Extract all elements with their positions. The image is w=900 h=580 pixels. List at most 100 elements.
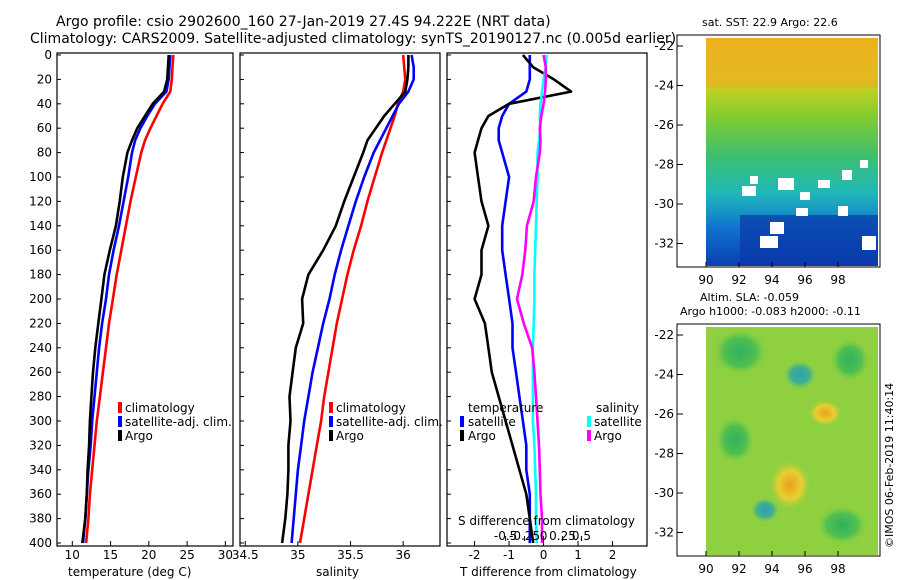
- temperature-panel: 10 15 20 25 30 temperature (deg C) climatolo…: [56, 52, 234, 579]
- temperature-plot-frame: [56, 52, 234, 547]
- sst-lon-label-1: 92: [731, 273, 746, 287]
- temperature-ticks: 10 15 20 25 30: [57, 54, 233, 562]
- diff-series-1: [473, 54, 573, 544]
- salinity-series: [280, 54, 416, 544]
- sla-blob-5: [715, 416, 755, 464]
- legend-swatch-sal-satellite: [587, 416, 591, 427]
- sst-map-title: sat. SST: 22.9 Argo: 22.6: [702, 16, 838, 29]
- sst-cloud-mask: [742, 160, 876, 250]
- sst-map-warm-patch: [706, 38, 878, 88]
- sla-lat-label-3: -28: [654, 447, 674, 461]
- legend-swatch-argo-2: [329, 430, 333, 441]
- diff-series-2: [531, 54, 548, 544]
- legend-sal-satellite: satellite: [594, 415, 642, 429]
- sla-lon-label-3: 96: [797, 562, 812, 576]
- depth-tick-label-280: 280: [29, 390, 52, 404]
- depth-tick-label-60: 60: [37, 121, 52, 135]
- sla-lon-label-2: 94: [764, 562, 779, 576]
- sla-blob-1: [768, 459, 812, 511]
- temp-series-2: [81, 54, 170, 544]
- sla-lon-label-0: 90: [698, 562, 713, 576]
- sst-lon-label-3: 96: [797, 273, 812, 287]
- depth-tick-label-340: 340: [29, 463, 52, 477]
- temp-xtick-label-2: 20: [141, 548, 156, 562]
- depth-axis: 0 20 40 60 80 100 120 140 160 180 200 220 240 260 280 3…: [29, 48, 52, 550]
- difference-axis-label: T difference from climatology: [459, 565, 637, 579]
- legend-swatch-argo: [118, 430, 122, 441]
- sal-xtick-label-1: 35: [290, 548, 305, 562]
- difference-panel: -2 -1 0 1 2 T difference from climatology S …: [446, 52, 648, 579]
- diff-xtick-label-1: -1: [503, 548, 515, 562]
- title-line2: Climatology: CARS2009. Satellite-adjuste…: [30, 31, 676, 47]
- temp-xtick-label-4: 30: [218, 548, 233, 562]
- legend-temp-argo: Argo: [468, 429, 496, 443]
- sst-lat-label-1: -24: [654, 79, 674, 93]
- diff-xtick-label-3: 1: [574, 548, 582, 562]
- sla-lat-label-5: -32: [654, 526, 674, 540]
- legend-swatch-temp-argo: [460, 430, 464, 441]
- s-tick-label-3: 0.25: [549, 529, 576, 543]
- sst-lon-label-4: 98: [830, 273, 845, 287]
- difference-series: [473, 54, 573, 544]
- sst-lat-label-2: -26: [654, 118, 674, 132]
- sal-xtick-label-3: 36: [396, 548, 411, 562]
- legend-swatch-climatology-2: [329, 402, 333, 413]
- depth-tick-label-260: 260: [29, 365, 52, 379]
- legend-swatch-temp-satellite: [460, 416, 464, 427]
- depth-tick-label-200: 200: [29, 292, 52, 306]
- sal-xtick-label-0: 34.5: [232, 548, 259, 562]
- legend-salinity-head: salinity: [596, 401, 639, 415]
- sla-blob-2: [807, 399, 843, 427]
- sst-lat-label-5: -32: [654, 237, 674, 251]
- sst-lat-label-0: -22: [654, 39, 674, 53]
- temperature-axis-label: temperature (deg C): [68, 565, 191, 579]
- sla-map-panel: Altim. SLA: -0.059 Argo h1000: -0.083 h2…: [654, 291, 881, 576]
- salinity-panel: 34.5 35 35.5 36 salinity climatology satell…: [232, 52, 443, 579]
- sla-blob-3: [712, 328, 768, 376]
- sla-lat-label-1: -24: [654, 368, 674, 382]
- temp-xtick-label-0: 10: [65, 548, 80, 562]
- depth-tick-label-100: 100: [29, 170, 52, 184]
- title-line1: Argo profile: csio 2902600_160 27-Jan-20…: [56, 14, 551, 30]
- depth-tick-label-180: 180: [29, 268, 52, 282]
- difference-ticks: -2 -1 0 1 2: [447, 54, 617, 562]
- sla-blob-8: [751, 498, 779, 522]
- temp-series-1: [81, 54, 172, 544]
- sla-map-title-2: Argo h1000: -0.083 h2000: -0.11: [680, 305, 861, 318]
- legend-swatch-satellite-adj-2: [329, 416, 333, 427]
- legend-temp-satellite: satellite: [468, 415, 516, 429]
- diff-xtick-label-2: 0: [540, 548, 548, 562]
- depth-tick-label-20: 20: [37, 72, 52, 86]
- sla-lat-label-4: -30: [654, 486, 674, 500]
- legend-sal-argo: Argo: [594, 429, 622, 443]
- sst-lon-label-2: 94: [764, 273, 779, 287]
- s-difference-ticks: -0.5-0.25 0 0.250.5: [494, 529, 591, 543]
- temperature-series: [81, 54, 175, 544]
- sla-map-axes: -22 -24 -26 -28 -30 -32 90 92 94 96 98: [654, 328, 845, 576]
- sal-series-1: [290, 54, 416, 544]
- sla-lon-label-4: 98: [830, 562, 845, 576]
- s-tick-label-1: -0.25: [509, 529, 540, 543]
- legend-swatch-satellite-adj: [118, 416, 122, 427]
- legend-argo: Argo: [125, 429, 153, 443]
- salinity-ticks: 34.5 35 35.5 36: [232, 54, 411, 562]
- sst-lat-label-3: -28: [654, 158, 674, 172]
- sst-lat-label-4: -30: [654, 197, 674, 211]
- legend-swatch-climatology: [118, 402, 122, 413]
- legend-satellite-adj: satellite-adj. clim.: [125, 415, 232, 429]
- sla-map-title-1: Altim. SLA: -0.059: [700, 291, 799, 304]
- depth-tick-label-160: 160: [29, 243, 52, 257]
- depth-tick-label-400: 400: [29, 536, 52, 550]
- diff-xtick-label-4: 2: [609, 548, 617, 562]
- legend-climatology: climatology: [125, 401, 195, 415]
- difference-plot-frame: [446, 52, 648, 547]
- diff-series-3: [515, 54, 548, 543]
- depth-tick-label-40: 40: [37, 97, 52, 111]
- depth-tick-label-140: 140: [29, 219, 52, 233]
- sal-xtick-label-2: 35.5: [337, 548, 364, 562]
- depth-tick-label-0: 0: [44, 48, 52, 62]
- temp-xtick-label-3: 25: [179, 548, 194, 562]
- depth-tick-label-320: 320: [29, 438, 52, 452]
- sla-lat-label-2: -26: [654, 407, 674, 421]
